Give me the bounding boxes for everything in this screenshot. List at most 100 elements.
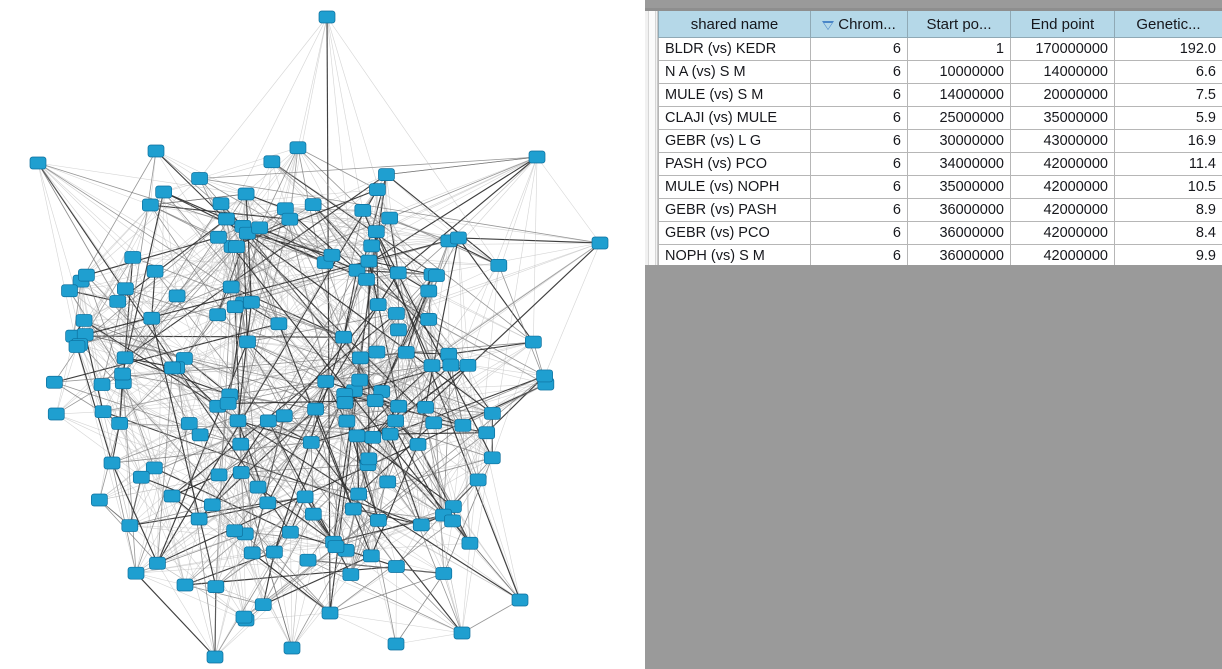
table-row[interactable]: GEBR (vs) PCO 6 36000000 42000000 8.4 (658, 221, 1222, 245)
network-node[interactable] (478, 426, 496, 440)
network-node[interactable] (145, 461, 163, 475)
network-node[interactable] (168, 289, 186, 303)
network-node[interactable] (364, 430, 382, 444)
network-node[interactable] (317, 375, 335, 388)
network-node[interactable] (390, 323, 407, 337)
table-row[interactable]: CLAJI (vs) MULE 6 25000000 35000000 5.9 (658, 106, 1222, 130)
table-row[interactable]: MULE (vs) S M 6 14000000 20000000 7.5 (658, 83, 1222, 107)
cell-start_point[interactable]: 25000000 (907, 106, 1011, 130)
cell-end_point[interactable]: 42000000 (1010, 221, 1115, 245)
network-node[interactable] (390, 399, 408, 413)
network-node[interactable] (344, 502, 362, 516)
network-node[interactable] (459, 358, 477, 372)
network-node[interactable] (354, 204, 372, 217)
cell-genetic[interactable]: 192.0 (1114, 37, 1222, 61)
network-node[interactable] (121, 519, 139, 532)
network-node[interactable] (304, 507, 322, 521)
network-node[interactable] (381, 211, 399, 225)
network-node[interactable] (428, 269, 445, 282)
table-body[interactable]: BLDR (vs) KEDR 6 1 170000000 192.0 N A (vs) S… (658, 37, 1222, 265)
network-node[interactable] (435, 567, 453, 580)
network-node[interactable] (369, 183, 386, 196)
network-node[interactable] (378, 168, 395, 181)
cell-chromosome[interactable]: 6 (810, 198, 908, 222)
network-node[interactable] (379, 475, 397, 489)
cell-start_point[interactable]: 34000000 (907, 152, 1011, 176)
network-node[interactable] (363, 239, 381, 253)
cell-shared_name[interactable]: MULE (vs) S M (658, 83, 811, 107)
cell-chromosome[interactable]: 6 (810, 37, 908, 61)
network-node[interactable] (423, 359, 441, 372)
network-node[interactable] (124, 251, 142, 264)
table-scroll-area[interactable]: shared name Chrom... Start po... End poi… (658, 11, 1222, 265)
network-node[interactable] (114, 367, 131, 381)
cell-start_point[interactable]: 36000000 (907, 244, 1011, 265)
network-node[interactable] (45, 375, 63, 389)
network-node[interactable] (370, 514, 387, 527)
table-row[interactable]: MULE (vs) NOPH 6 35000000 42000000 10.5 (658, 175, 1222, 199)
network-node[interactable] (412, 518, 430, 532)
network-node[interactable] (91, 493, 108, 507)
network-node[interactable] (146, 264, 164, 278)
network-node[interactable] (212, 197, 230, 211)
network-node[interactable] (142, 198, 159, 212)
network-node[interactable] (338, 414, 356, 428)
network-node[interactable] (78, 268, 95, 282)
network-node[interactable] (327, 540, 345, 554)
column-header-genetic[interactable]: Genetic... (1114, 11, 1222, 38)
network-node[interactable] (68, 340, 86, 353)
cell-genetic[interactable]: 5.9 (1114, 106, 1222, 130)
column-header-end-point[interactable]: End point (1010, 11, 1115, 38)
network-node[interactable] (191, 172, 208, 185)
network-node[interactable] (360, 452, 378, 466)
network-node[interactable] (266, 545, 283, 559)
network-node[interactable] (335, 330, 352, 344)
network-node[interactable] (302, 436, 320, 449)
cell-genetic[interactable]: 10.5 (1114, 175, 1222, 199)
column-header-start-point[interactable]: Start po... (907, 11, 1011, 38)
network-node[interactable] (263, 155, 281, 169)
network-node[interactable] (387, 414, 404, 428)
cell-shared_name[interactable]: MULE (vs) NOPH (658, 175, 811, 199)
network-node[interactable] (348, 429, 366, 443)
cell-end_point[interactable]: 42000000 (1010, 198, 1115, 222)
network-node[interactable] (127, 566, 145, 580)
network-node[interactable] (388, 560, 405, 573)
network-node[interactable] (210, 468, 228, 482)
network-node[interactable] (164, 361, 181, 375)
cell-shared_name[interactable]: CLAJI (vs) MULE (658, 106, 811, 130)
network-node[interactable] (528, 150, 546, 164)
network-node[interactable] (103, 456, 121, 470)
network-node[interactable] (490, 259, 508, 272)
network-node[interactable] (75, 314, 93, 327)
network-node[interactable] (352, 351, 369, 365)
network-node[interactable] (270, 317, 288, 331)
network-node[interactable] (117, 282, 134, 296)
network-overview-canvas[interactable] (0, 0, 645, 669)
network-node[interactable] (132, 470, 150, 484)
network-node[interactable] (323, 248, 341, 262)
network-node[interactable] (226, 524, 243, 538)
network-node[interactable] (366, 394, 384, 408)
network-node[interactable] (420, 284, 438, 298)
cell-start_point[interactable]: 10000000 (907, 60, 1011, 84)
network-node[interactable] (307, 402, 324, 416)
cell-chromosome[interactable]: 6 (810, 106, 908, 130)
network-node[interactable] (163, 489, 181, 503)
cell-chromosome[interactable]: 6 (810, 129, 908, 153)
edge-attribute-table[interactable]: shared name Chrom... Start po... End poi… (658, 11, 1222, 265)
network-node[interactable] (318, 10, 336, 24)
network-node[interactable] (397, 346, 415, 359)
cell-start_point[interactable]: 30000000 (907, 129, 1011, 153)
network-node[interactable] (461, 536, 479, 550)
network-node[interactable] (281, 212, 299, 226)
network-node[interactable] (367, 225, 385, 239)
cell-shared_name[interactable]: NOPH (vs) S M (658, 244, 811, 265)
cell-end_point[interactable]: 20000000 (1010, 83, 1115, 107)
network-node[interactable] (362, 549, 380, 563)
network-node[interactable] (450, 231, 467, 245)
cell-end_point[interactable]: 42000000 (1010, 244, 1115, 265)
cell-start_point[interactable]: 36000000 (907, 221, 1011, 245)
network-node[interactable] (61, 284, 78, 298)
network-node[interactable] (94, 405, 112, 419)
